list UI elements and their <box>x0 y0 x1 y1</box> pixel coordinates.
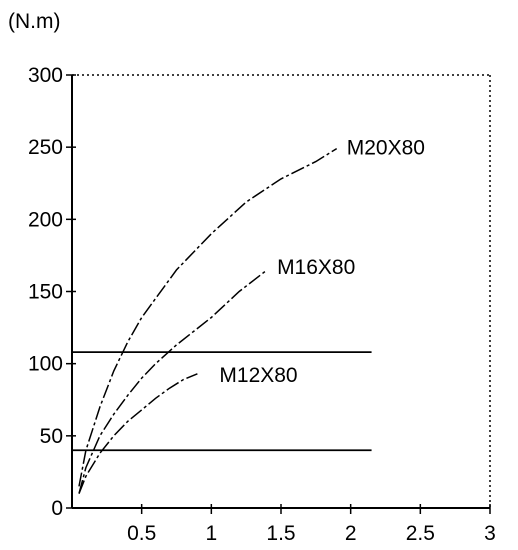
y-tick-label-150: 150 <box>28 281 63 304</box>
y-tick-label-0: 0 <box>51 497 63 520</box>
reference-lines <box>72 351 372 452</box>
y-unit-label: (N.m) <box>8 10 60 33</box>
series-line-m12x80 <box>78 373 198 494</box>
series-curves <box>78 147 338 494</box>
y-tick-label-50: 50 <box>40 425 63 448</box>
series-label-m16x80: M16X80 <box>277 256 355 279</box>
series-line-m20x80 <box>78 147 338 487</box>
x-axis-ticks: 0.5 1 1.5 2 2.5 3 <box>127 504 496 545</box>
y-tick-label-200: 200 <box>28 208 63 231</box>
x-tick-label-1: 1 <box>205 522 217 545</box>
series-line-m16x80 <box>78 269 268 494</box>
x-tick-label-3: 3 <box>484 522 496 545</box>
plot-frame <box>71 74 491 509</box>
x-tick-label-1.5: 1.5 <box>266 522 295 545</box>
y-tick-label-250: 250 <box>28 136 63 159</box>
series-labels: M20X80 M16X80 M12X80 <box>219 137 425 387</box>
y-axis-ticks: 0 50 100 150 200 250 300 <box>28 64 76 520</box>
x-tick-label-0.5: 0.5 <box>127 522 156 545</box>
series-label-m20x80: M20X80 <box>347 137 425 160</box>
x-tick-label-2: 2 <box>345 522 357 545</box>
x-tick-label-2.5: 2.5 <box>406 522 435 545</box>
series-label-m12x80: M12X80 <box>219 364 297 387</box>
y-tick-label-100: 100 <box>28 353 63 376</box>
y-tick-label-300: 300 <box>28 64 63 87</box>
